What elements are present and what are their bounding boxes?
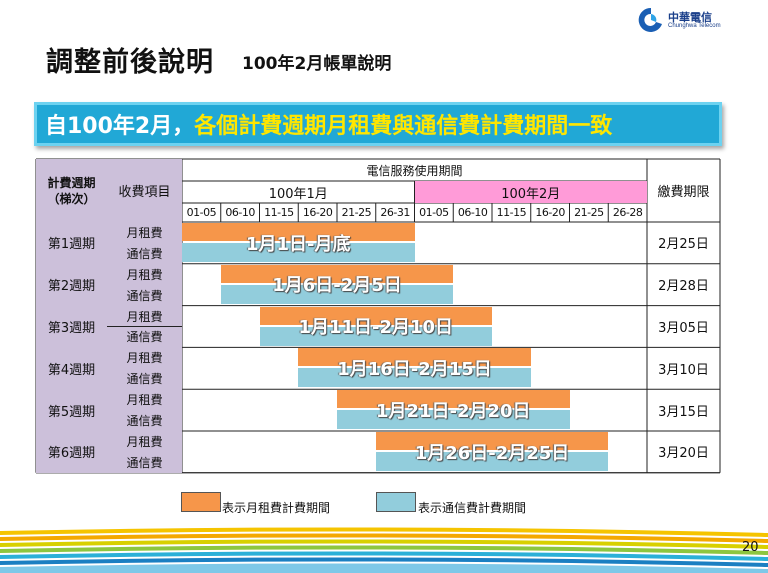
monthly-fee-label-5: 月租費: [107, 389, 182, 411]
cycle-label-1: 第1週期: [36, 222, 107, 264]
monthly-fee-label-1: 月租費: [107, 222, 182, 243]
comm-fee-label-5: 通信費: [107, 410, 182, 431]
billing-period-label-4: 1月16日-2月15日: [337, 358, 492, 380]
cycle-label-2: 第2週期: [36, 263, 107, 306]
header-range-5: 26-31: [380, 206, 410, 219]
monthly-fee-bar-6: [375, 432, 609, 450]
banner-part2: 各個計費週期月租費與通信費計費期間一致: [194, 114, 613, 139]
monthly-fee-label-6: 月租費: [107, 431, 182, 452]
header-range-6: 01-05: [419, 206, 449, 219]
legend-monthly-label: 表示月租費計費期間: [222, 501, 331, 515]
header-range-4: 21-25: [341, 206, 372, 219]
monthly-fee-bar-3: [259, 306, 492, 325]
header-cycle-cell: 計費週期 （梯次）: [36, 159, 107, 222]
header-due: 繳費期限: [657, 185, 710, 200]
page-title: 調整前後說明: [46, 47, 214, 78]
header-range-10: 21-25: [574, 206, 604, 219]
comm-fee-bar-4: [298, 368, 531, 388]
comm-fee-label-1: 通信費: [107, 242, 182, 264]
comm-fee-bar-5: [337, 410, 570, 430]
header-range-8: 11-15: [496, 206, 527, 219]
chunghwa-logo-icon: [638, 7, 662, 32]
header-range-2: 11-15: [264, 206, 294, 219]
header-range-3: 16-20: [302, 206, 333, 219]
billing-period-label-5: 1月21日-2月20日: [375, 400, 531, 422]
cycle-label-3: 第3週期: [36, 305, 107, 348]
monthly-fee-bar-2: [220, 264, 454, 283]
header-range-0: 01-05: [186, 206, 217, 219]
comm-fee-bar-3: [259, 326, 492, 346]
monthly-fee-label-2: 月租費: [107, 263, 182, 285]
billing-period-label-3: 1月11日-2月10日: [298, 317, 454, 339]
due-date-6: 3月20日: [658, 446, 709, 462]
chunghwa-telecom-logo: 中華電信 Chunghwa Telecom: [638, 6, 758, 36]
summary-banner: 自100年2月， 各個計費週期月租費與通信費計費期間一致: [34, 102, 722, 146]
cycle-label-4: 第4週期: [36, 347, 107, 390]
billing-period-label-1: 1月1日-月底: [245, 233, 351, 255]
header-item-cell: 收費項目: [107, 159, 182, 222]
due-date-3: 3月05日: [658, 320, 709, 336]
comm-fee-label-2: 通信費: [107, 284, 182, 306]
billing-period-label-6: 1月26日-2月25日: [414, 442, 570, 464]
header-range-9: 16-20: [535, 206, 565, 219]
header-service-period: 電信服務使用期間: [366, 163, 463, 178]
due-date-2: 2月28日: [658, 279, 709, 295]
due-date-5: 3月15日: [658, 404, 709, 420]
footer-stripes: [0, 527, 768, 573]
header-range-1: 06-10: [225, 206, 255, 219]
header-range-11: 26-28: [612, 206, 643, 219]
banner-part1: 自100年2月，: [45, 114, 195, 139]
logo-name: 中華電信: [668, 11, 712, 24]
billing-period-label-2: 1月6日-2月5日: [272, 275, 402, 297]
comm-fee-label-4: 通信費: [107, 368, 182, 390]
monthly-fee-bar-5: [337, 390, 570, 409]
due-date-4: 3月10日: [658, 362, 709, 378]
comm-fee-label-3: 通信費: [107, 326, 182, 348]
monthly-fee-bar-1: [182, 223, 415, 241]
comm-fee-bar-2: [220, 284, 454, 304]
monthly-fee-label-3: 月租費: [107, 305, 182, 327]
comm-fee-label-6: 通信費: [107, 451, 182, 473]
page-subtitle: 100年2月帳單說明: [242, 54, 392, 74]
header-range-7: 06-10: [457, 206, 488, 219]
comm-fee-bar-1: [182, 242, 415, 262]
cycle-label-6: 第6週期: [36, 431, 107, 473]
legend-comm-label: 表示通信費計費期間: [418, 501, 527, 515]
due-date-1: 2月25日: [658, 237, 709, 253]
logo-name-en: Chunghwa Telecom: [668, 23, 721, 29]
header-month2: 100年2月: [414, 181, 647, 203]
header-month1: 100年1月: [268, 186, 328, 202]
monthly-fee-bar-4: [298, 348, 531, 367]
page-number: 20: [742, 540, 759, 555]
monthly-fee-label-4: 月租費: [107, 347, 182, 369]
cycle-label-5: 第5週期: [36, 389, 107, 431]
legend-comm-swatch: [376, 492, 416, 512]
legend-monthly-swatch: [181, 492, 221, 512]
comm-fee-bar-6: [375, 451, 609, 471]
